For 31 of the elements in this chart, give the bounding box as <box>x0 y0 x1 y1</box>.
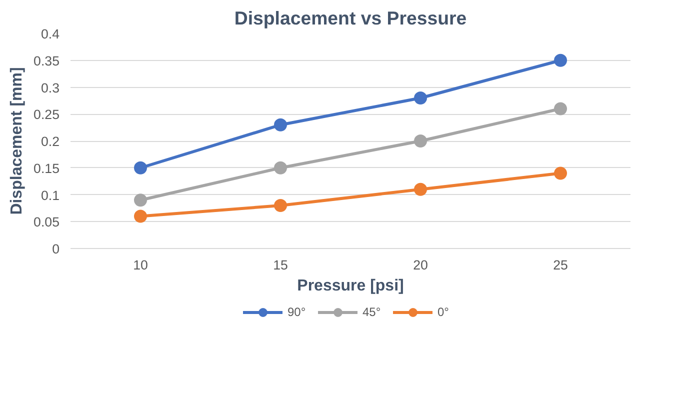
y-tick-label: 0.05 <box>34 214 60 230</box>
point <box>274 199 287 212</box>
y-tick-label: 0.3 <box>40 80 60 96</box>
x-tick-label: 15 <box>273 258 288 272</box>
x-axis-title: Pressure [psi] <box>297 278 404 294</box>
y-tick-label: 0.25 <box>34 107 60 122</box>
legend-label: 0° <box>438 305 450 319</box>
x-tick-label: 10 <box>133 258 148 272</box>
point <box>134 161 147 174</box>
point <box>554 54 567 67</box>
chart-title: Displacement vs Pressure <box>234 8 467 28</box>
y-tick-label: 0 <box>52 242 60 256</box>
y-tick-label: 0.4 <box>40 26 60 42</box>
y-tick-label: 0.1 <box>40 188 60 203</box>
y-tick-label: 0.35 <box>34 53 60 68</box>
legend-label: 45° <box>362 305 382 319</box>
point <box>554 102 567 116</box>
x-tick-label: 20 <box>413 258 428 272</box>
point <box>134 194 147 207</box>
legend-label: 90° <box>288 305 307 319</box>
y-tick-label: 0.15 <box>34 160 60 176</box>
y-tick-label: 0.2 <box>40 134 60 149</box>
x-tick-label: 25 <box>553 258 568 272</box>
y-axis-title: Displacement [mm] <box>8 67 26 215</box>
point <box>274 161 287 174</box>
point <box>414 92 427 104</box>
point <box>134 210 147 223</box>
point <box>414 134 427 148</box>
point <box>274 118 287 132</box>
point <box>414 182 427 196</box>
point <box>554 166 567 180</box>
